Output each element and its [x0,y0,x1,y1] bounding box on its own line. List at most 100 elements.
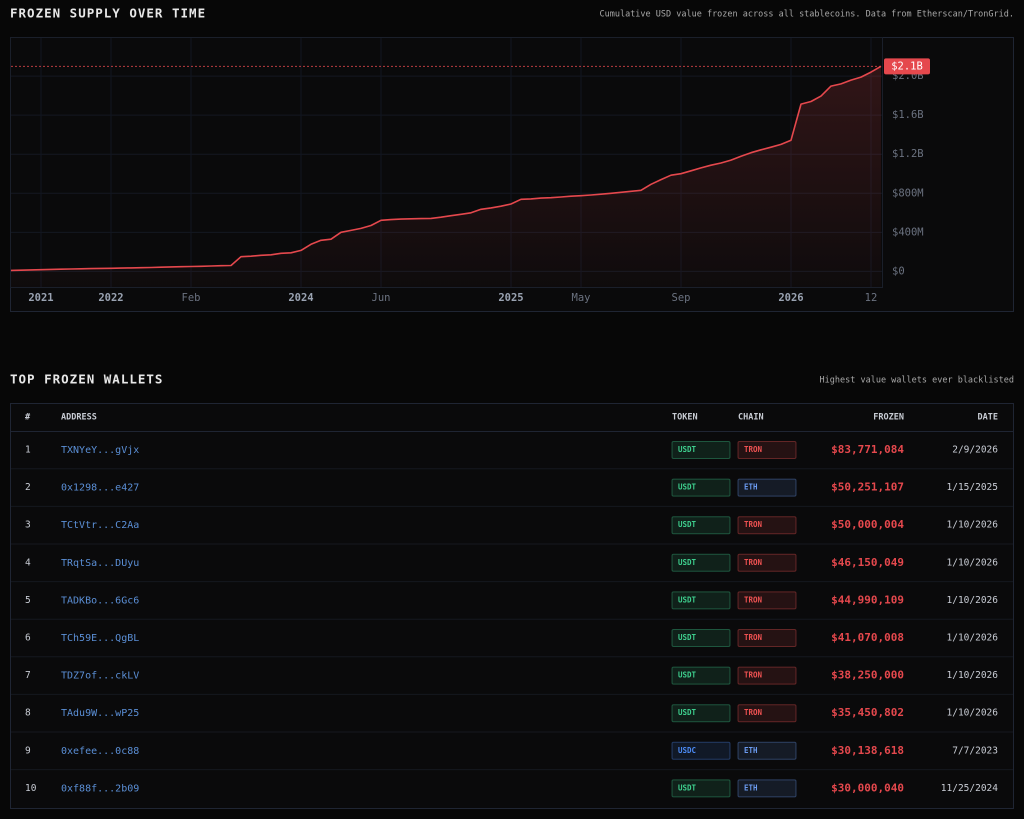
column-header: CHAIN [738,413,764,423]
chain-label: TRON [744,671,763,680]
table-subtitle: Highest value wallets ever blacklisted [820,376,1014,386]
frozen-amount: $50,251,107 [831,481,904,494]
date: 2/9/2026 [952,445,998,456]
plot-area [10,37,883,288]
token-badge [671,591,731,610]
token-label: USDT [678,708,697,717]
x-tick-label: 2024 [288,292,313,304]
address: TCh59E...QgBL [61,633,139,644]
x-tick-label: 2026 [778,292,803,304]
token-badge [671,741,731,760]
chain-label: ETH [744,783,758,792]
x-tick-label: Feb [182,292,201,304]
address: TDZ7of...ckLV [61,671,139,682]
frozen-amount: $41,070,008 [831,631,904,644]
x-tick-label: May [572,292,591,304]
rank: 8 [25,708,31,719]
rank: 5 [25,595,31,606]
chain-label: TRON [744,558,763,567]
rank: 1 [25,445,31,456]
token-badge [671,779,731,798]
column-header: FROZEN [873,413,904,423]
address: TCtVtr...C2Aa [61,520,139,531]
column-header: DATE [978,413,998,423]
chain-label: ETH [744,746,758,755]
token-label: USDT [678,633,697,642]
date: 7/7/2023 [952,745,998,756]
token-label: USDT [678,445,697,454]
token-label: USDT [678,783,697,792]
frozen-amount: $44,990,109 [831,593,904,606]
date: 11/25/2024 [941,783,998,794]
address: TXNYeY...gVjx [61,445,139,456]
address: 0xefee...0c88 [61,746,139,757]
frozen-amount: $38,250,000 [831,669,904,682]
x-tick-label: 2025 [498,292,523,304]
address: TAdu9W...wP25 [61,708,139,719]
chain-label: TRON [744,633,763,642]
chain-label: TRON [744,520,763,529]
rank: 2 [25,482,31,493]
address: 0x1298...e427 [61,483,139,494]
address: 0xf88f...2b09 [61,783,139,794]
chart-subtitle: Cumulative USD value frozen across all s… [599,10,1014,20]
x-tick-label: 12 [865,292,878,304]
chain-badge [737,666,797,685]
token-badge [671,553,731,572]
token-label: USDT [678,595,697,604]
y-tick-label: $0 [892,265,905,277]
chain-badge [737,629,797,647]
date: 1/15/2025 [947,482,998,493]
x-tick-label: 2022 [98,292,123,304]
frozen-amount: $30,000,040 [831,781,904,794]
token-badge [671,666,731,685]
token-badge [671,478,731,497]
token-label: USDT [678,520,697,529]
chain-badge [737,516,797,535]
column-header: # [25,413,31,423]
token-badge [671,516,731,535]
line [10,65,882,272]
frozen-amount: $50,000,004 [831,518,904,531]
rank: 6 [25,633,31,644]
y-tick-label: $400M [892,226,924,238]
token-label: USDT [678,558,697,567]
chain-badge [737,478,797,497]
rank: 10 [25,783,37,794]
column-header: TOKEN [672,413,698,423]
rank: 3 [25,520,31,531]
frozen-amount: $46,150,049 [831,556,904,569]
token-badge [671,441,731,459]
x-tick-label: Jun [372,292,391,304]
y-tick-label: $1.2B [892,148,924,160]
token-badge [671,704,731,723]
y-tick-label: $1.6B [892,109,924,121]
frozen-amount: $83,771,084 [831,443,904,456]
chain-label: TRON [744,445,763,454]
chain-label: TRON [744,708,763,717]
frozen-amount: $30,138,618 [831,744,904,757]
date: 1/10/2026 [947,557,999,568]
rank: 4 [25,557,31,568]
column-header: ADDRESS [61,413,97,423]
area [11,66,881,287]
date: 1/10/2026 [947,633,999,644]
address: TRqtSa...DUyu [61,558,139,569]
table-panel [10,403,1014,809]
token-label: USDT [678,483,697,492]
token-label: USDT [678,671,697,680]
x-tick-label: Sep [672,292,691,304]
chain-badge [737,704,797,723]
x-tick-label: 2021 [28,292,53,304]
chain-label: ETH [744,483,758,492]
annotation-label: $2.1B [891,60,923,72]
y-tick-label: $800M [892,187,924,199]
chain-badge [737,591,797,610]
rank: 7 [25,670,31,681]
token-badge [671,629,731,647]
chain-badge [737,741,797,760]
date: 1/10/2026 [947,595,999,606]
annotation-badge [884,58,930,75]
